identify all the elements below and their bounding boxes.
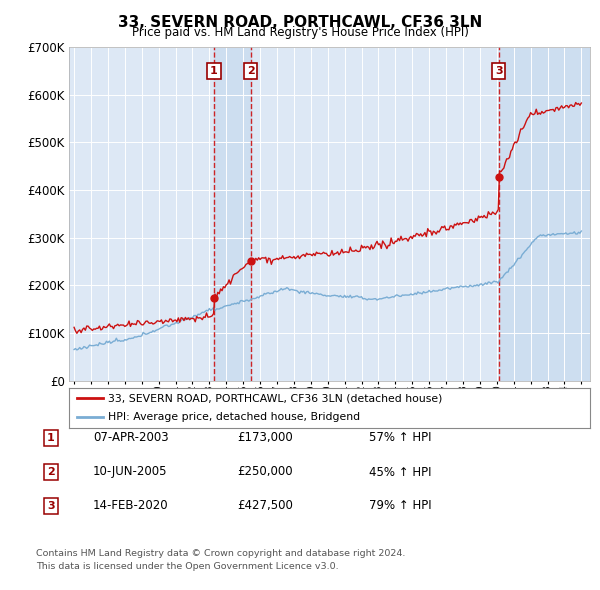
Text: Price paid vs. HM Land Registry's House Price Index (HPI): Price paid vs. HM Land Registry's House … <box>131 26 469 39</box>
Text: 2: 2 <box>47 467 55 477</box>
Text: £250,000: £250,000 <box>237 466 293 478</box>
Text: This data is licensed under the Open Government Licence v3.0.: This data is licensed under the Open Gov… <box>36 562 338 571</box>
Text: 1: 1 <box>47 433 55 442</box>
Text: 33, SEVERN ROAD, PORTHCAWL, CF36 3LN: 33, SEVERN ROAD, PORTHCAWL, CF36 3LN <box>118 15 482 30</box>
Bar <box>499 47 590 381</box>
Text: £173,000: £173,000 <box>237 431 293 444</box>
Text: Contains HM Land Registry data © Crown copyright and database right 2024.: Contains HM Land Registry data © Crown c… <box>36 549 406 558</box>
Text: 2: 2 <box>247 66 254 76</box>
Text: 79% ↑ HPI: 79% ↑ HPI <box>369 499 431 512</box>
Text: 57% ↑ HPI: 57% ↑ HPI <box>369 431 431 444</box>
Text: 45% ↑ HPI: 45% ↑ HPI <box>369 466 431 478</box>
Text: 33, SEVERN ROAD, PORTHCAWL, CF36 3LN (detached house): 33, SEVERN ROAD, PORTHCAWL, CF36 3LN (de… <box>108 394 442 404</box>
Text: 14-FEB-2020: 14-FEB-2020 <box>93 499 169 512</box>
Bar <box>214 47 251 381</box>
Text: 10-JUN-2005: 10-JUN-2005 <box>93 466 167 478</box>
Text: 3: 3 <box>47 501 55 510</box>
Text: 1: 1 <box>210 66 218 76</box>
Text: 3: 3 <box>495 66 503 76</box>
Text: 07-APR-2003: 07-APR-2003 <box>93 431 169 444</box>
Text: £427,500: £427,500 <box>237 499 293 512</box>
Text: HPI: Average price, detached house, Bridgend: HPI: Average price, detached house, Brid… <box>108 412 360 422</box>
